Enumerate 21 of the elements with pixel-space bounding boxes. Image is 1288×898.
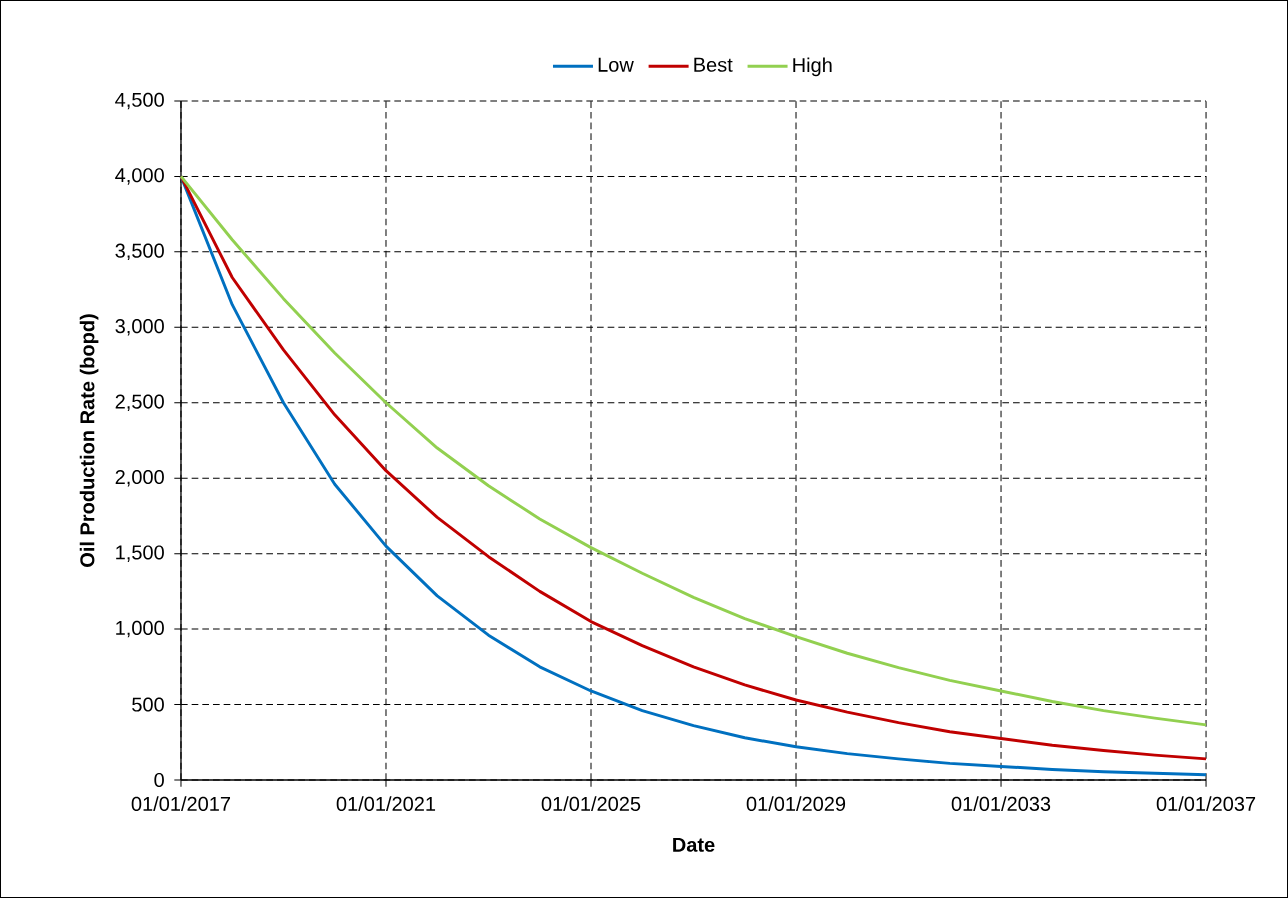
x-tick-label: 01/01/2037 — [1156, 796, 1256, 811]
y-tick-label: 3,500 — [115, 243, 164, 261]
x-tick-label: 01/01/2033 — [951, 796, 1051, 811]
y-tick-label: 1,500 — [116, 545, 164, 562]
x-tick-label: 01/01/2021 — [336, 796, 436, 811]
y-axis-title: Oil Production Rate (bopd) — [79, 314, 99, 567]
y-tick-label: 3,000 — [115, 319, 164, 336]
y-tick-label: 4,500 — [115, 92, 164, 110]
y-tick-label: 500 — [132, 697, 164, 712]
x-tick-label: 01/01/2025 — [541, 796, 641, 811]
y-tick-label: 2,500 — [115, 394, 164, 412]
legend-label: Best — [694, 57, 733, 72]
legend-label: High — [793, 57, 832, 77]
x-axis-title: Date — [673, 837, 715, 852]
y-tick-label: 0 — [154, 772, 164, 788]
y-tick-label: 4,000 — [115, 168, 164, 185]
legend-label: Low — [598, 57, 634, 72]
y-tick-label: 2,000 — [115, 469, 164, 487]
y-tick-label: 1,000 — [116, 620, 164, 638]
x-tick-label: 01/01/2017 — [131, 796, 231, 811]
x-tick-label: 01/01/2029 — [746, 796, 846, 811]
